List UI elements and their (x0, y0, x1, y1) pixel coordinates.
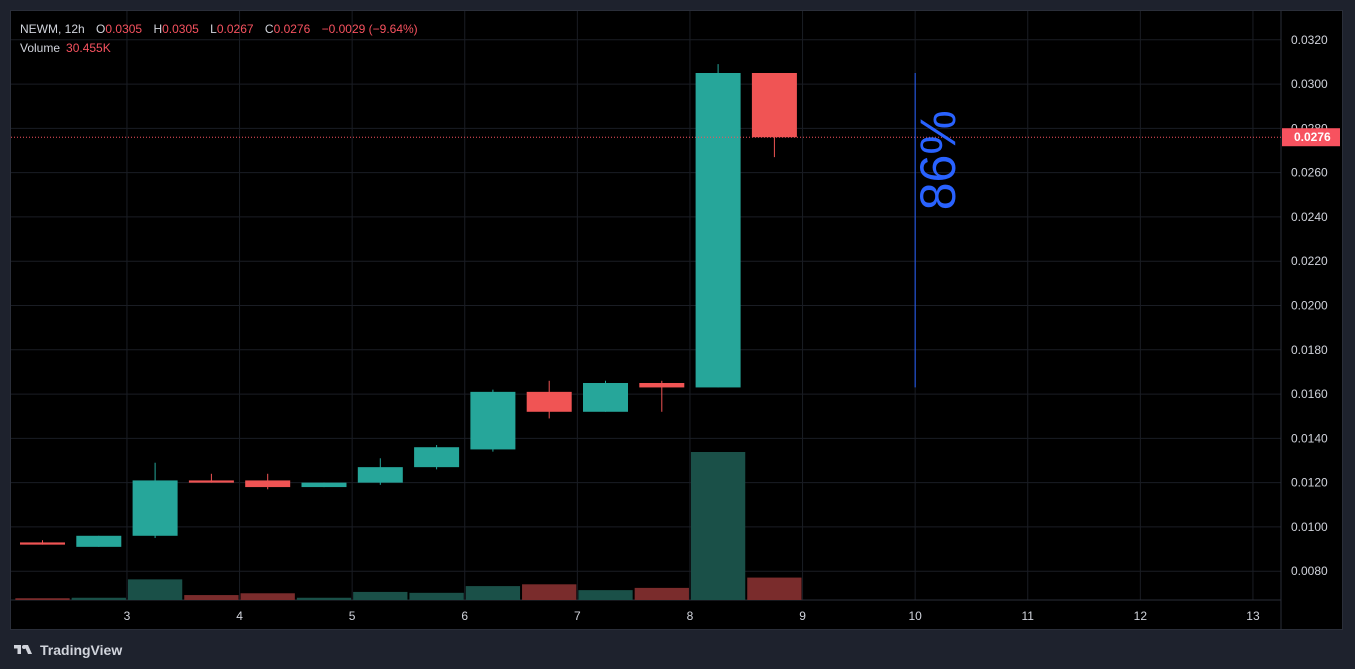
candle-body (188, 480, 234, 483)
legend-high-label: H (153, 22, 163, 36)
ohlc-legend: NEWM, 12h O0.0305 H0.0305 L0.0267 C0.027… (20, 22, 418, 36)
volume-value: 30.455K (66, 41, 111, 55)
y-tick-label: 0.0080 (1291, 564, 1328, 578)
candle-body (751, 73, 797, 138)
legend-low-value: 0.0267 (216, 22, 254, 36)
candle-body (245, 480, 291, 488)
volume-legend: Volume 30.455K (20, 40, 119, 56)
x-tick-label: 11 (1022, 609, 1035, 623)
volume-label: Volume (20, 41, 61, 55)
candle-body (470, 391, 516, 450)
x-tick-label: 8 (687, 609, 694, 623)
candle-body (301, 482, 347, 488)
y-tick-label: 0.0240 (1291, 210, 1328, 224)
legend-change: −0.0029 (−9.64%) (321, 22, 418, 36)
x-tick-label: 7 (574, 609, 581, 623)
legend-low-label: L (210, 22, 217, 36)
x-tick-label: 4 (236, 609, 243, 623)
y-tick-label: 0.0260 (1291, 166, 1328, 180)
annotation-label: 86% (910, 110, 966, 210)
candle-body (695, 73, 741, 388)
chart-pane[interactable]: 0.0080 0.0100 0.0120 0.0140 0.0160 0.0180 0.02… (10, 10, 1343, 630)
legend-open-label: O (96, 22, 106, 36)
y-tick-label: 0.0300 (1291, 77, 1328, 91)
x-tick-label: 13 (1246, 609, 1260, 623)
candle-body (357, 467, 403, 483)
volume-bar (127, 579, 183, 600)
legend-high-value: 0.0305 (162, 22, 199, 36)
candle-body (414, 447, 460, 468)
x-tick-label: 10 (908, 609, 922, 623)
tradingview-footer[interactable]: TradingView (12, 640, 122, 660)
x-tick-label: 3 (124, 609, 131, 623)
candle-body (526, 391, 572, 412)
y-tick-label: 0.0100 (1291, 520, 1328, 534)
candle-body (20, 542, 65, 545)
x-tick-label: 5 (349, 609, 356, 623)
volume-bar (747, 577, 802, 600)
y-tick-label: 0.0160 (1291, 387, 1328, 401)
volume-bar (71, 597, 126, 600)
volume-bar (465, 586, 521, 600)
x-tick-label: 9 (799, 609, 806, 623)
candle-body (76, 535, 122, 547)
y-tick-label: 0.0120 (1291, 476, 1328, 490)
candle-body (583, 383, 628, 412)
price-chart[interactable]: 0.0080 0.0100 0.0120 0.0140 0.0160 0.0180 0.02… (11, 11, 1343, 630)
y-tick-label: 0.0140 (1291, 431, 1328, 445)
volume-bar (634, 587, 689, 600)
volume-bar (522, 584, 577, 600)
volume-bar (353, 591, 408, 600)
tradingview-logo-icon (14, 645, 32, 654)
last-price-label: 0.0276 (1294, 130, 1331, 144)
tradingview-brand: TradingView (40, 642, 123, 658)
volume-bar (296, 597, 352, 600)
x-tick-label: 12 (1134, 609, 1148, 623)
volume-bar (240, 593, 295, 600)
candle-body (132, 480, 178, 536)
legend-close-value: 0.0276 (273, 22, 311, 36)
y-tick-label: 0.0200 (1291, 299, 1328, 313)
volume-bar (409, 592, 464, 600)
y-tick-label: 0.0180 (1291, 343, 1328, 357)
last-price-badge (1282, 128, 1340, 147)
volume-bar (690, 452, 746, 600)
x-tick-label: 6 (461, 609, 468, 623)
volume-bar (578, 590, 633, 600)
candle-body (639, 383, 685, 388)
legend-close-label: C (264, 22, 274, 36)
y-tick-label: 0.0220 (1291, 254, 1328, 268)
y-tick-label: 0.0320 (1291, 33, 1328, 47)
legend-interval: 12h (64, 22, 85, 36)
legend-open-value: 0.0305 (105, 22, 143, 36)
volume-bar (184, 595, 239, 600)
volume-bar (15, 598, 70, 600)
legend-symbol: NEWM (20, 22, 58, 36)
